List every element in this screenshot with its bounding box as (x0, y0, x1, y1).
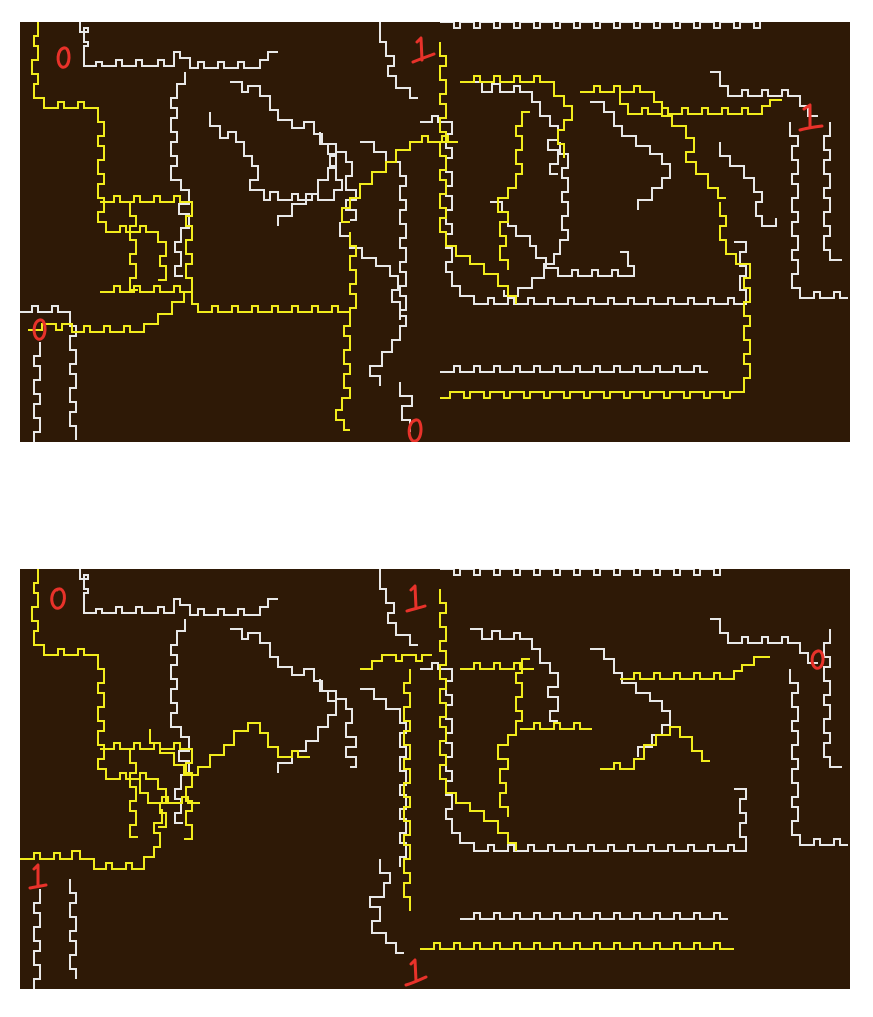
wire (620, 656, 770, 680)
wire (520, 722, 592, 730)
label-digit (56, 46, 71, 69)
wire (440, 202, 751, 399)
active-wires (20, 569, 770, 950)
wire (360, 141, 407, 320)
wire (497, 111, 530, 270)
wire (339, 222, 407, 386)
wire (460, 912, 728, 920)
label-digit (32, 318, 47, 341)
wire (20, 305, 77, 440)
wire (230, 628, 357, 768)
wire (497, 658, 530, 817)
label-digit (28, 863, 48, 890)
wire (79, 22, 278, 69)
wire (369, 859, 404, 954)
label-digit (810, 649, 825, 670)
label-digit (404, 958, 428, 987)
wire (139, 779, 200, 804)
wire (149, 722, 310, 776)
wire (209, 112, 343, 201)
wire (460, 75, 573, 158)
wire (28, 195, 193, 333)
wire (129, 202, 138, 291)
wire (440, 22, 761, 29)
wire (100, 742, 193, 840)
wire (20, 809, 163, 870)
wire (470, 81, 559, 175)
wire (277, 132, 337, 226)
wire (490, 201, 635, 277)
circuit-panel-bottom: 0 1 0 1 1 (20, 569, 850, 989)
wire (440, 365, 708, 373)
wire (33, 889, 41, 989)
wire (460, 662, 534, 670)
wire (710, 71, 818, 117)
wire (69, 879, 77, 979)
label-digit (405, 584, 427, 613)
circuit-wires-top (20, 22, 848, 442)
wire (360, 654, 432, 670)
wire (31, 569, 167, 828)
label-digit (798, 103, 824, 132)
wire (170, 619, 190, 824)
wire (31, 22, 167, 281)
wire (600, 726, 710, 770)
wire (33, 342, 41, 442)
circuit-panel-top: 0 1 1 0 0 (20, 22, 850, 442)
wire (619, 92, 782, 115)
circuit-wires-bottom (20, 569, 848, 989)
label-digit (407, 418, 423, 442)
wire (590, 648, 671, 757)
label-digit (50, 587, 66, 610)
wire (439, 589, 517, 851)
wire (439, 42, 517, 304)
wire (420, 115, 747, 305)
wire (789, 122, 848, 299)
wire (823, 629, 842, 768)
wire (129, 749, 138, 838)
wire (403, 669, 411, 911)
wire (440, 569, 721, 576)
wire (420, 662, 747, 852)
wire (349, 232, 357, 322)
wire (79, 569, 278, 616)
wire (379, 22, 418, 99)
wire (360, 688, 407, 867)
wire (789, 669, 848, 846)
wire (420, 942, 734, 950)
wire (503, 142, 569, 297)
wire (823, 122, 842, 261)
wire (710, 618, 818, 664)
wire (230, 81, 357, 221)
label-digit (411, 36, 436, 64)
wire (719, 142, 777, 227)
wire (170, 72, 190, 277)
wire (470, 628, 559, 722)
wire (590, 101, 671, 210)
wire (277, 679, 337, 773)
inactive-wires (20, 22, 848, 442)
active-wires (28, 22, 782, 431)
wire (379, 569, 418, 646)
wire (100, 285, 351, 431)
wire (399, 382, 413, 432)
